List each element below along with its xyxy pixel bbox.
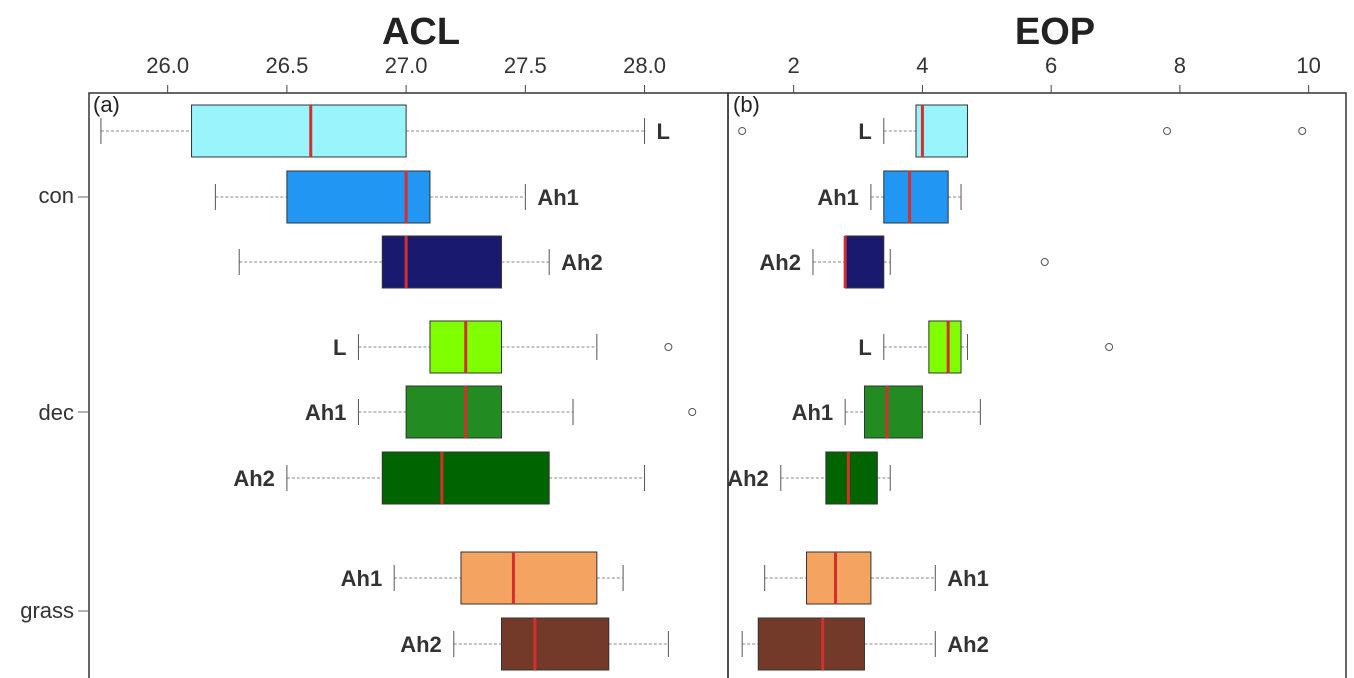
panel-b-label: (b): [733, 92, 760, 117]
box-con-Ah1: Ah1: [817, 170, 962, 224]
outlier-point: [664, 343, 673, 351]
group-label-grass: grass: [20, 598, 74, 623]
group-label-con: con: [39, 183, 74, 208]
panel-a-label: (a): [93, 92, 120, 117]
horizon-label: Ah2: [727, 466, 769, 491]
x-tick-label: 26.5: [265, 53, 308, 78]
outlier-point: [738, 127, 747, 135]
group-axis: con dec grass: [20, 183, 89, 623]
box-iqr: [500, 617, 610, 671]
box-dec-Ah1: Ah1: [305, 385, 697, 439]
horizon-label: L: [333, 335, 346, 360]
horizon-label: Ah1: [947, 566, 989, 591]
horizon-label: L: [858, 335, 871, 360]
outlier-point: [688, 408, 697, 416]
eop-x-axis: 2 4 6 8 10: [727, 53, 1347, 678]
box-iqr: [915, 104, 968, 158]
x-tick-label: 6: [1045, 53, 1057, 78]
box-grass-Ah1: Ah1: [341, 551, 624, 605]
horizon-label: Ah1: [305, 400, 347, 425]
outlier-point: [1105, 343, 1114, 351]
box-dec-Ah1: Ah1: [792, 385, 981, 439]
box-grass-Ah1: Ah1: [764, 551, 989, 605]
horizon-label: Ah2: [561, 250, 603, 275]
acl-x-axis: 26.0 26.5 27.0 27.5 28.0: [88, 53, 729, 678]
eop-panel: EOP (b) 2 4 6 8 10 L Ah1 Ah2 L Ah1 Ah2 Ah1 Ah2: [727, 11, 1347, 678]
x-tick-label: 8: [1174, 53, 1186, 78]
box-iqr: [381, 235, 502, 289]
box-iqr: [191, 104, 407, 158]
horizon-label: Ah1: [792, 400, 834, 425]
box-dec-L: L: [858, 320, 1114, 374]
horizon-label: L: [657, 119, 670, 144]
outlier-point: [1298, 127, 1307, 135]
box-iqr: [757, 617, 865, 671]
box-iqr: [286, 170, 431, 224]
x-tick-label: 28.0: [623, 53, 666, 78]
box-iqr: [928, 320, 962, 374]
box-iqr: [405, 385, 502, 439]
box-grass-Ah2: Ah2: [400, 617, 669, 671]
horizon-label: Ah2: [400, 632, 442, 657]
horizon-label: Ah2: [947, 632, 989, 657]
group-label-dec: dec: [39, 400, 74, 425]
eop-boxes: L Ah1 Ah2 L Ah1 Ah2 Ah1 Ah2: [727, 104, 1307, 671]
box-iqr: [460, 551, 598, 605]
outlier-point: [1163, 127, 1172, 135]
x-tick-label: 2: [788, 53, 800, 78]
box-dec-Ah2: Ah2: [727, 451, 891, 505]
box-iqr: [844, 235, 885, 289]
x-tick-label: 4: [916, 53, 928, 78]
horizon-label: L: [858, 119, 871, 144]
horizon-label: Ah1: [537, 185, 579, 210]
box-con-Ah2: Ah2: [759, 235, 1049, 289]
box-dec-Ah2: Ah2: [233, 451, 646, 505]
acl-panel: ACL (a) 26.0 26.5 27.0 27.5 28.0 con dec gra…: [20, 11, 729, 678]
box-iqr: [883, 170, 949, 224]
box-con-L: L: [738, 104, 1307, 158]
box-con-Ah1: Ah1: [214, 170, 579, 224]
box-grass-Ah2: Ah2: [741, 617, 989, 671]
box-dec-L: L: [333, 320, 673, 374]
box-iqr: [863, 385, 923, 439]
horizon-label: Ah1: [817, 185, 859, 210]
x-tick-label: 26.0: [146, 53, 189, 78]
horizon-label: Ah2: [233, 466, 275, 491]
box-con-L: L: [100, 104, 670, 158]
box-con-Ah2: Ah2: [238, 235, 603, 289]
x-tick-label: 10: [1296, 53, 1320, 78]
x-tick-label: 27.5: [504, 53, 547, 78]
box-iqr: [825, 451, 878, 505]
horizon-label: Ah2: [759, 250, 801, 275]
acl-title: ACL: [382, 11, 460, 53]
outlier-point: [1040, 258, 1049, 266]
panel-frame: [727, 92, 1347, 678]
eop-title: EOP: [1015, 11, 1095, 53]
x-tick-label: 27.0: [385, 53, 428, 78]
horizon-label: Ah1: [341, 566, 383, 591]
box-iqr: [806, 551, 872, 605]
acl-boxes: L Ah1 Ah2 L Ah1 Ah2 Ah1 Ah2: [100, 104, 697, 671]
box-iqr: [381, 451, 550, 505]
